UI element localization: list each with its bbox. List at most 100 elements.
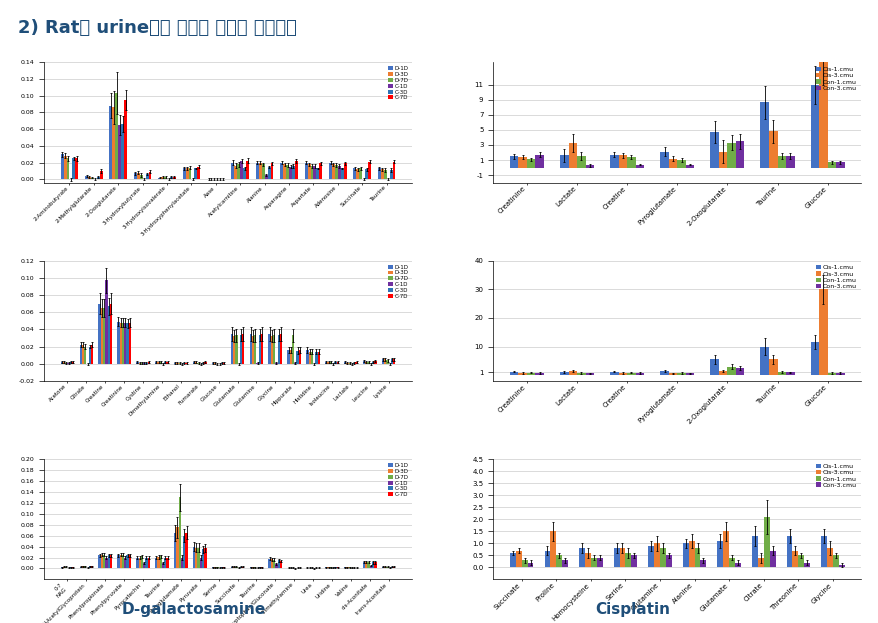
Bar	[735, 368, 744, 375]
Bar	[176, 363, 178, 364]
Bar	[386, 567, 388, 568]
Bar	[107, 555, 110, 568]
Bar	[230, 334, 233, 364]
Bar	[556, 555, 562, 568]
Bar	[99, 171, 103, 179]
Bar	[255, 163, 258, 179]
Bar	[275, 363, 277, 364]
Bar	[90, 345, 93, 364]
Bar	[258, 335, 261, 364]
Bar	[380, 169, 384, 179]
Bar	[252, 336, 254, 364]
Bar	[82, 566, 84, 568]
Bar	[178, 497, 181, 568]
Bar	[291, 166, 295, 179]
Bar	[243, 168, 246, 179]
Bar	[618, 156, 627, 168]
Bar	[384, 170, 386, 179]
Bar	[148, 362, 149, 364]
Bar	[161, 177, 164, 179]
Bar	[659, 548, 666, 568]
Bar	[103, 308, 105, 364]
Bar	[349, 363, 350, 364]
Bar	[195, 548, 198, 568]
Bar	[827, 373, 835, 375]
Bar	[273, 335, 275, 364]
Bar	[818, 289, 827, 375]
Bar	[763, 517, 769, 568]
Bar	[311, 352, 313, 364]
Bar	[630, 555, 637, 568]
Bar	[509, 553, 515, 568]
Bar	[124, 100, 127, 179]
Bar	[562, 560, 567, 568]
Bar	[306, 350, 308, 364]
Bar	[509, 372, 518, 375]
Bar	[241, 567, 244, 568]
Legend: Cis-1.cmu, Cis-3.cmu, Con-1.cmu, Con-3.cmu: Cis-1.cmu, Cis-3.cmu, Con-1.cmu, Con-3.c…	[814, 462, 857, 489]
Bar	[90, 178, 94, 179]
Bar	[270, 559, 273, 568]
Bar	[101, 555, 103, 568]
Bar	[353, 168, 356, 179]
Bar	[810, 342, 818, 375]
Bar	[768, 131, 777, 168]
Legend: Cis-1.cmu, Cis-3.cmu, Con-1.cmu, Con-3.cmu: Cis-1.cmu, Cis-3.cmu, Con-1.cmu, Con-3.c…	[814, 65, 857, 92]
Bar	[335, 165, 337, 179]
Bar	[280, 163, 283, 179]
Bar	[105, 558, 107, 568]
Bar	[568, 371, 577, 375]
Bar	[112, 107, 115, 179]
Bar	[157, 557, 160, 568]
Bar	[389, 170, 392, 179]
Bar	[65, 567, 68, 568]
Bar	[166, 362, 169, 364]
Bar	[327, 362, 329, 364]
Bar	[785, 156, 794, 168]
Bar	[136, 362, 139, 364]
Bar	[233, 336, 235, 364]
Legend: D-1D, D-3D, D-7D, C-1D, C-3D, C-7D: D-1D, D-3D, D-7D, C-1D, C-3D, C-7D	[386, 264, 409, 300]
Bar	[832, 555, 838, 568]
Bar	[262, 164, 264, 179]
Bar	[752, 536, 757, 568]
Bar	[332, 164, 335, 179]
Bar	[826, 548, 832, 568]
Bar	[635, 164, 644, 168]
Bar	[359, 168, 362, 179]
Bar	[835, 162, 844, 168]
Bar	[192, 546, 195, 568]
Bar	[110, 555, 112, 568]
Bar	[148, 172, 151, 179]
Bar	[364, 362, 367, 364]
Bar	[202, 549, 204, 568]
Bar	[700, 560, 706, 568]
Bar	[294, 363, 296, 364]
Bar	[157, 362, 160, 364]
Bar	[827, 162, 835, 168]
Bar	[835, 373, 844, 375]
Bar	[164, 177, 167, 179]
Bar	[305, 163, 307, 179]
Bar	[240, 161, 243, 179]
Bar	[268, 559, 270, 568]
Bar	[346, 363, 349, 364]
Bar	[585, 373, 594, 375]
Bar	[118, 321, 119, 364]
Bar	[254, 335, 256, 364]
Bar	[181, 558, 183, 568]
Bar	[61, 362, 63, 364]
Bar	[391, 567, 392, 568]
Bar	[666, 555, 671, 568]
Bar	[140, 556, 143, 568]
Bar	[82, 345, 84, 364]
Bar	[61, 154, 63, 179]
Bar	[785, 373, 794, 375]
Bar	[249, 334, 252, 364]
Bar	[363, 562, 364, 568]
Bar	[230, 567, 233, 568]
Bar	[264, 175, 267, 179]
Bar	[384, 359, 386, 364]
Bar	[164, 362, 166, 364]
Bar	[635, 373, 644, 375]
